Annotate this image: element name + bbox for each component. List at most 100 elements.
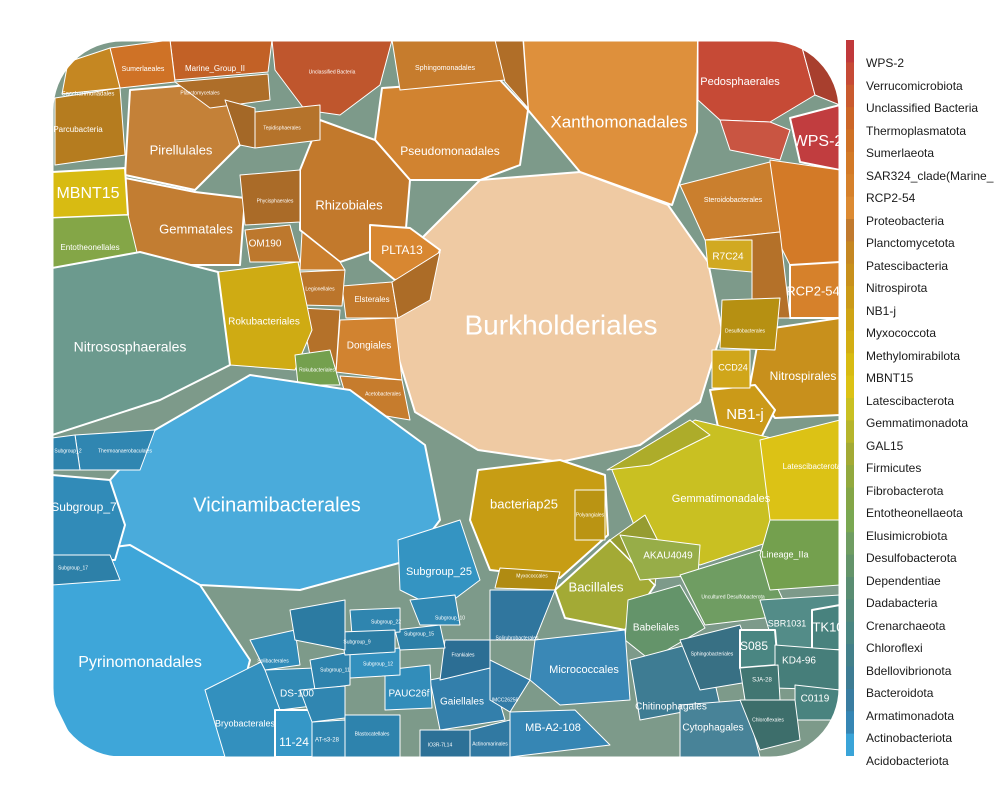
legend-label-nb1-j: NB1-j: [866, 303, 897, 318]
cell-unlabeled-4: [494, 40, 529, 109]
cell-label-pseudomonadales: Pseudomonadales: [400, 144, 499, 158]
cell-rokubacteriales: [294, 349, 341, 386]
cell-subgroup-10: [409, 594, 461, 626]
legend-label-mbnt15: MBNT15: [866, 371, 914, 385]
cell-saccharimonadales: [61, 47, 121, 95]
legend-label-chloroflexi: Chloroflexi: [866, 641, 923, 655]
cell-label-solibacterales: Solibacterales: [257, 658, 289, 664]
legend-swatch-patescibacteria: [846, 241, 854, 265]
cell-label-subgroup-15: Subgroup_15: [404, 631, 434, 637]
legend-label-unclassified-bacteria: Unclassified Bacteria: [866, 101, 979, 115]
cell-label-phycisphaerales: Phycisphaerales: [257, 198, 294, 204]
cell-label-rcp2-54: RCP2-54: [786, 283, 839, 298]
cell-label-dongiales: Dongiales: [347, 341, 391, 352]
legend-swatch-latescibacterota: [846, 375, 854, 399]
voronoi-treemap: Burkholderiales Xanthomonadales Pseudomona…: [50, 38, 840, 760]
cell-unlabeled-12: [299, 231, 346, 271]
cell-subgroup-7: [52, 474, 126, 561]
cell-label-sumerlaeales: Sumerlaeales: [122, 66, 165, 73]
legend-swatch-sar324-clade-marine: [846, 151, 854, 175]
legend-swatch-planctomycetota: [846, 219, 854, 242]
legend-swatch-unclassified-bacteria: [846, 84, 854, 108]
cell-subgroup-25: [397, 519, 481, 611]
legend-swatch-verrucomicrobiota: [846, 62, 854, 86]
cell-label-sphingobacteriales: Sphingobacteriales: [691, 651, 734, 657]
cell-tk10: [811, 604, 840, 651]
cell-label-desulfobacterales: Desulfobacterales: [725, 328, 766, 334]
legend-label-verrucomicrobiota: Verrucomicrobiota: [866, 78, 963, 93]
cell-label-tepidisphaerales: Tepidisphaerales: [263, 125, 301, 131]
cell-label-s085: S085: [740, 639, 768, 653]
legend-swatch-rcp2-54: [846, 174, 854, 198]
cell-label-r7c24: R7C24: [712, 252, 744, 263]
legend-label-thermoplasmatota: Thermoplasmatota: [866, 123, 967, 138]
legend-swatch-dependentiae: [846, 554, 854, 578]
cell-label-gemmatimonadales: Gemmatimonadales: [672, 493, 771, 505]
cell-11-24: [274, 709, 316, 758]
legend-swatch-bacteroidota: [846, 666, 854, 690]
cell-label-bryobacterales: Bryobacterales: [215, 718, 276, 728]
cell-label-subgroup-25: Subgroup_25: [406, 566, 472, 578]
cell-solibacterales: [249, 629, 301, 671]
legend-swatch-mbnt15: [846, 353, 854, 377]
legend-label-sumerlaeota: Sumerlaeota: [866, 146, 935, 160]
cell-label-pirellulales: Pirellulales: [150, 142, 213, 157]
cell-polyangiales: [574, 489, 606, 541]
cell-label-elsterales: Elsterales: [354, 295, 389, 304]
legend-label-wps-2: WPS-2: [866, 56, 905, 70]
cell-frankiales: [439, 639, 491, 681]
legend-label-gemmatimonadota: Gemmatimonadota: [866, 416, 969, 430]
cell-subgroup-15: [394, 624, 446, 651]
legend-label-entotheonellaeota: Entotheonellaeota: [866, 506, 963, 520]
legend-label-rcp2-54: RCP2-54: [866, 191, 916, 205]
cell-label-polyangiales: Polyangiales: [576, 512, 605, 518]
cell-label-uncultured-desulfobacterota: Uncultured Desulfobacterota: [701, 594, 765, 600]
cell-label-c0119: C0119: [801, 694, 830, 705]
cell-label-akau4049: AKAU4049: [643, 551, 693, 562]
legend-swatch-myxococcota: [846, 308, 854, 332]
cell-label-kd4-96: KD4-96: [782, 656, 816, 667]
cell-label-steroidobacterales: Steroidobacterales: [704, 197, 763, 204]
legend-label-proteobacteria: Proteobacteria: [866, 213, 945, 228]
cell-label-xanthomonadales: Xanthomonadales: [550, 112, 687, 131]
cell-subgroup-17: [52, 554, 121, 586]
cell-label-thermoanaerobaculales: Thermoanaerobaculales: [98, 448, 152, 454]
cell-label-plta13: PLTA13: [381, 243, 423, 257]
legend-label-myxococcota: Myxococcota: [866, 326, 937, 340]
cell-pauc26f: [384, 664, 433, 711]
legend-swatch-actinobacteriota: [846, 711, 854, 735]
cell-solirubrobacterales: [489, 589, 556, 641]
cell-label-bacillales: Bacillales: [569, 579, 624, 594]
legend-swatch-methylomirabilota: [846, 330, 854, 354]
legend-swatch-crenarchaeota: [846, 599, 854, 623]
legend-label-dependentiae: Dependentiae: [866, 573, 941, 588]
cell-label-ccd24: CCD24: [718, 362, 748, 372]
cell-label-sphingomonadales: Sphingomonadales: [415, 65, 475, 72]
cell-unlabeled-13: [391, 251, 441, 319]
cell-label-entotheonellales: Entotheonellales: [60, 243, 119, 252]
legend-swatch-armatimonadota: [846, 688, 854, 712]
legend-label-dadabacteria: Dadabacteria: [866, 596, 938, 610]
legend-label-armatimonadota: Armatimonadota: [866, 708, 955, 723]
legend: WPS-2 Verrucomicrobiota Unclassified Bacte…: [840, 0, 1000, 800]
legend-swatch-entotheonellaeota: [846, 487, 854, 511]
cell-label-blastocatellales: Blastocatellales: [355, 731, 390, 737]
cell-subgroup-2: [52, 434, 81, 471]
cell-kd4-96: [774, 644, 840, 691]
cell-unlabeled-46: [606, 419, 711, 471]
cell-label-myxococcales: Myxococcales: [516, 573, 548, 579]
legend-swatch-nitrospirota: [846, 263, 854, 287]
legend-swatch-elusimicrobiota: [846, 509, 854, 533]
cell-label-11-24: 11-24: [279, 735, 309, 749]
legend-swatch-desulfobacterota: [846, 532, 854, 556]
legend-swatch-nb1-j: [846, 286, 854, 309]
cell-label-mb-a2-108: MB-A2-108: [525, 722, 581, 734]
cell-label-subgroup-7: Subgroup_7: [51, 500, 117, 514]
cell-chloroflexales: [739, 699, 801, 751]
cell-label-acetobacterales: Acetobacterales: [365, 391, 401, 397]
cell-label-marine-group-ii: Marine_Group_II: [185, 64, 245, 73]
cell-label-subgroup-22: Subgroup_22: [371, 619, 401, 625]
legend-label-acidobacteriota: Acidobacteriota: [866, 753, 949, 768]
cell-label-io3r-7l14: IO3R-7L14: [428, 742, 453, 748]
cell-label-wps-2: WPS-2: [793, 133, 840, 150]
